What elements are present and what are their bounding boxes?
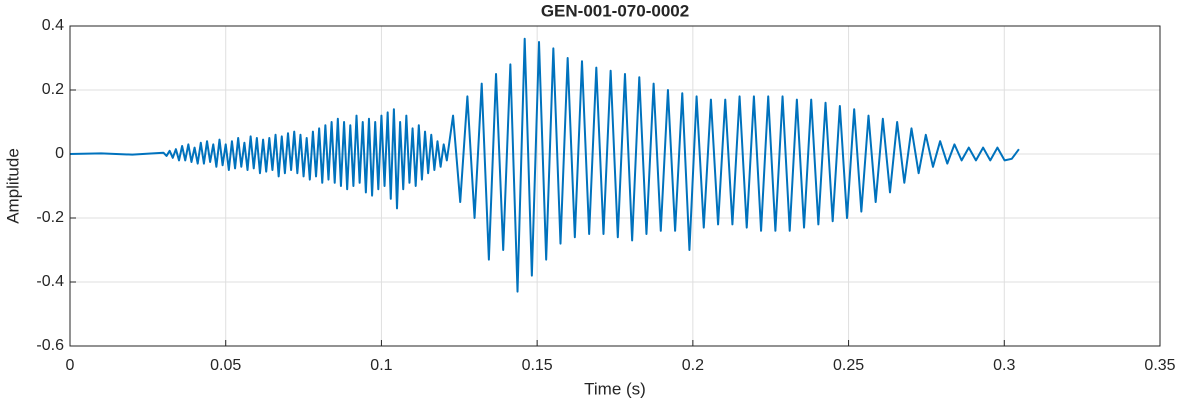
y-tick-label: -0.2 (36, 209, 64, 226)
x-tick-label: 0.1 (370, 357, 392, 374)
x-tick-label: 0.35 (1144, 357, 1175, 374)
x-tick-label: 0.05 (210, 357, 241, 374)
plot-box (69, 25, 1161, 347)
y-tick-label: -0.4 (36, 273, 64, 290)
y-tick-label: 0 (55, 145, 64, 162)
y-axis-label: Amplitude (3, 148, 22, 224)
x-axis-label: Time (s) (584, 379, 646, 398)
chart-title: GEN-001-070-0002 (541, 1, 689, 20)
x-tick-label: 0 (66, 357, 75, 374)
x-tick-label: 0.25 (833, 357, 864, 374)
x-tick-label: 0.2 (682, 357, 704, 374)
x-tick-label: 0.3 (993, 357, 1015, 374)
y-tick-label: 0.4 (42, 17, 64, 34)
y-tick-label: 0.2 (42, 81, 64, 98)
y-tick-label: -0.6 (36, 337, 64, 354)
x-tick-label: 0.15 (522, 357, 553, 374)
waveform-line (69, 37, 1020, 293)
